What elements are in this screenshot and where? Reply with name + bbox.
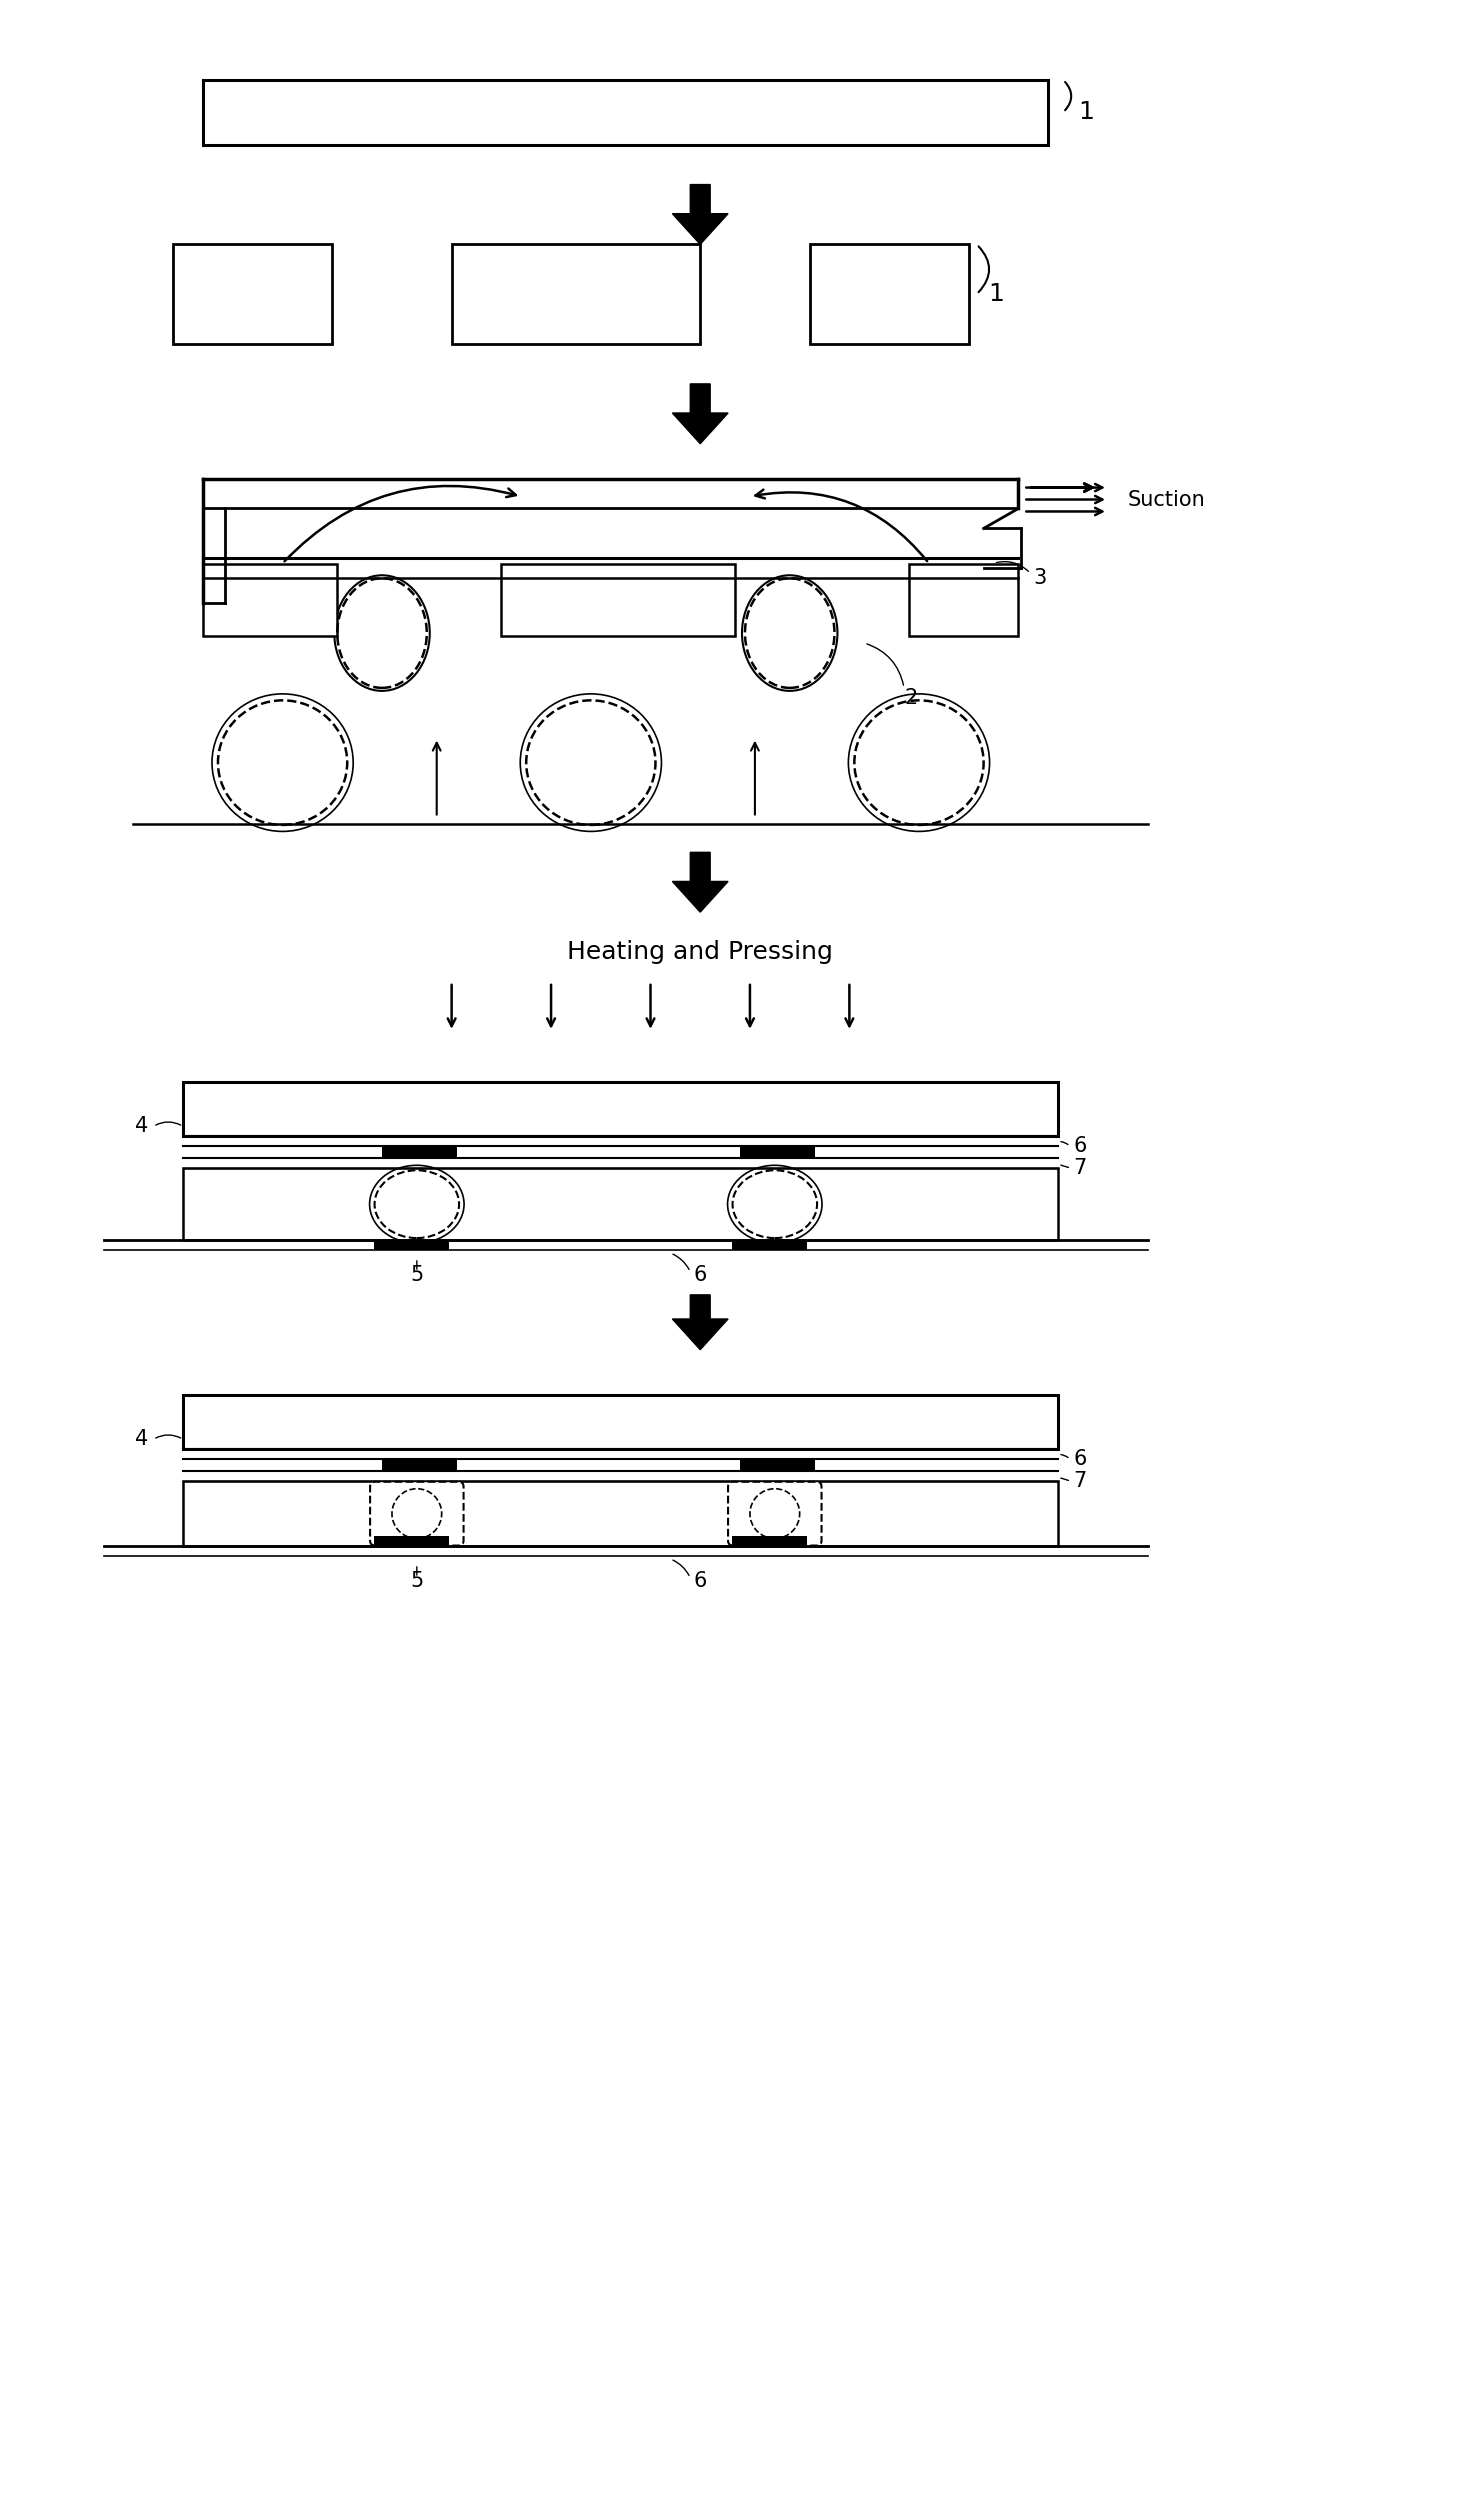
Text: 3: 3	[1033, 567, 1046, 588]
Bar	[732, 1240, 807, 1250]
Polygon shape	[672, 384, 729, 444]
Bar	[909, 565, 1018, 635]
Text: 1: 1	[1077, 100, 1094, 126]
Bar	[381, 1148, 457, 1158]
Bar	[202, 80, 1048, 146]
Bar	[183, 1082, 1058, 1137]
Bar	[740, 1459, 814, 1471]
Polygon shape	[672, 851, 729, 911]
Text: 6: 6	[693, 1266, 706, 1286]
Bar	[183, 1481, 1058, 1547]
Bar	[501, 565, 735, 635]
Bar	[183, 1168, 1058, 1240]
Bar	[183, 1394, 1058, 1449]
Bar	[374, 1240, 449, 1250]
Text: 4: 4	[134, 1429, 148, 1449]
FancyBboxPatch shape	[370, 1481, 464, 1547]
Bar	[173, 244, 333, 344]
Text: 2: 2	[905, 688, 918, 708]
Text: 5: 5	[411, 1572, 424, 1592]
Text: 7: 7	[1073, 1158, 1086, 1178]
Text: 7: 7	[1073, 1471, 1086, 1492]
Bar	[740, 1148, 814, 1158]
Text: Heating and Pressing: Heating and Pressing	[568, 939, 834, 964]
Bar	[452, 244, 701, 344]
Polygon shape	[672, 1296, 729, 1351]
Text: 1: 1	[989, 281, 1005, 306]
Bar	[732, 1537, 807, 1547]
Bar	[374, 1537, 449, 1547]
Bar	[381, 1459, 457, 1471]
Text: 5: 5	[411, 1266, 424, 1286]
Text: 6: 6	[693, 1572, 706, 1592]
Bar	[810, 244, 968, 344]
Polygon shape	[672, 186, 729, 244]
FancyBboxPatch shape	[729, 1481, 822, 1547]
Text: 4: 4	[134, 1117, 148, 1137]
Text: 6: 6	[1073, 1449, 1086, 1469]
Text: 6: 6	[1073, 1137, 1086, 1158]
Text: Suction: Suction	[1128, 490, 1206, 510]
Bar	[202, 565, 337, 635]
